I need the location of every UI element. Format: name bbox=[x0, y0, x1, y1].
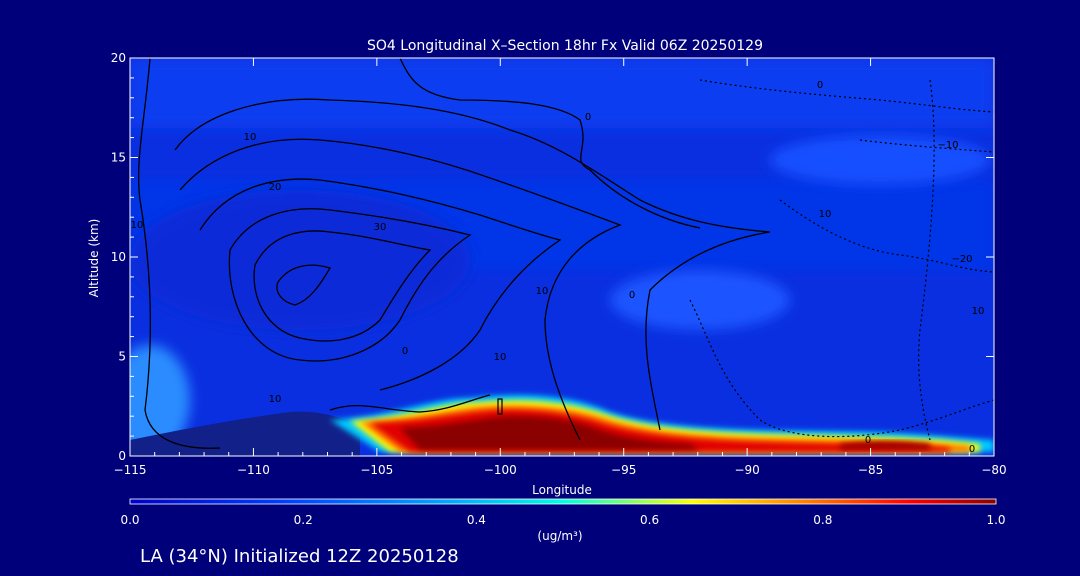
contour-line bbox=[228, 208, 472, 362]
contour-label: −20 bbox=[951, 254, 972, 265]
y-axis-label: Altitude (km) bbox=[87, 219, 101, 298]
contour-line bbox=[253, 230, 432, 342]
contour-small-loop bbox=[497, 398, 503, 415]
field-patch-light bbox=[610, 270, 790, 330]
colorbar-ticks: 0.0 0.2 0.4 0.6 0.8 1.0 bbox=[120, 513, 1005, 527]
contour-label: 30 bbox=[374, 222, 387, 233]
y-tick-label: 0 bbox=[118, 449, 126, 463]
x-tick-label: −85 bbox=[858, 463, 883, 477]
contour-label: 10 bbox=[972, 306, 985, 317]
y-axis-ticks: 0 5 10 15 20 bbox=[111, 51, 994, 463]
concentration-field: 10 20 30 10 0 10 0 0 10 0 −10 10 −20 10 0 10 0 bbox=[130, 58, 994, 456]
negative-contours bbox=[689, 79, 994, 441]
x-tick-label: −95 bbox=[611, 463, 636, 477]
x-tick-label: −115 bbox=[114, 463, 147, 477]
contour-line bbox=[199, 178, 562, 391]
colorbar-tick-label: 0.0 bbox=[120, 513, 139, 527]
contour-label: 10 bbox=[819, 209, 832, 220]
contour-line bbox=[699, 79, 994, 113]
colorbar-tick-label: 0.4 bbox=[467, 513, 486, 527]
y-tick-label: 15 bbox=[111, 151, 126, 165]
contour-label: 0 bbox=[865, 435, 871, 446]
contour-line bbox=[689, 299, 994, 438]
contour-label: 0 bbox=[585, 112, 591, 123]
contour-label: 0 bbox=[817, 80, 823, 91]
colorbar-tick-label: 0.6 bbox=[640, 513, 659, 527]
contours bbox=[138, 58, 771, 449]
chart-title: SO4 Longitudinal X–Section 18hr Fx Valid… bbox=[367, 38, 763, 54]
field-band-upper bbox=[130, 58, 994, 128]
contour-label: 20 bbox=[269, 182, 282, 193]
contour-label: 10 bbox=[131, 220, 144, 231]
contour-labels: 10 20 30 10 0 10 0 0 10 0 −10 10 −20 10 0 10 0 bbox=[131, 80, 985, 455]
field-west-plume bbox=[130, 345, 190, 455]
x-tick-label: −105 bbox=[360, 463, 393, 477]
contour-label: −10 bbox=[937, 140, 958, 151]
contour-label: 10 bbox=[244, 132, 257, 143]
x-tick-label: −110 bbox=[237, 463, 270, 477]
colorbar-tick-label: 0.8 bbox=[813, 513, 832, 527]
contour-label: 0 bbox=[969, 444, 975, 455]
colorbar-tick-label: 0.2 bbox=[294, 513, 313, 527]
contour-label: 0 bbox=[629, 290, 635, 301]
contour-line bbox=[276, 264, 331, 306]
y-tick-label: 10 bbox=[111, 250, 126, 264]
colorbar-unit-label: (ug/m³) bbox=[537, 529, 582, 543]
x-axis-label: Longitude bbox=[532, 483, 592, 497]
contour-line bbox=[779, 199, 994, 273]
field-patch-dark bbox=[130, 190, 470, 330]
plume-core bbox=[400, 416, 700, 450]
sulfate-plume bbox=[330, 394, 994, 452]
x-tick-label: −80 bbox=[981, 463, 1006, 477]
contour-line bbox=[399, 58, 701, 229]
contour-line bbox=[174, 98, 771, 431]
y-tick-label: 20 bbox=[111, 51, 126, 65]
contour-label: 0 bbox=[402, 346, 408, 357]
contour-label: 10 bbox=[494, 352, 507, 363]
x-tick-label: −90 bbox=[734, 463, 759, 477]
colorbar-tick-label: 1.0 bbox=[986, 513, 1005, 527]
plume-east-core bbox=[840, 441, 930, 450]
run-info-footer: LA (34°N) Initialized 12Z 20250128 bbox=[140, 546, 459, 567]
contour-line bbox=[329, 394, 491, 413]
contour-label: 10 bbox=[536, 286, 549, 297]
x-tick-label: −100 bbox=[484, 463, 517, 477]
y-tick-label: 5 bbox=[118, 350, 126, 364]
x-axis-ticks: −115 −110 −105 −100 −95 −90 −85 −80 bbox=[114, 58, 1007, 477]
colorbar bbox=[129, 498, 997, 505]
contour-line bbox=[138, 58, 221, 449]
terrain bbox=[130, 411, 360, 456]
contour-label: 10 bbox=[269, 394, 282, 405]
contour-line bbox=[918, 79, 935, 441]
contour-line bbox=[179, 138, 622, 441]
